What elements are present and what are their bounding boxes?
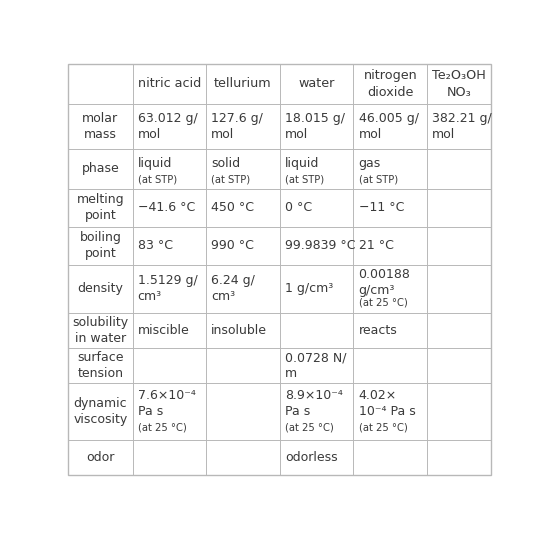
Text: reacts: reacts [359,324,397,337]
Text: tellurium: tellurium [214,77,272,90]
Text: 382.21 g/
mol: 382.21 g/ mol [431,112,491,141]
Text: surface
tension: surface tension [77,351,123,380]
Text: 21 °C: 21 °C [359,239,394,252]
Text: gas: gas [359,156,381,170]
Text: nitric acid: nitric acid [138,77,201,90]
Text: (at STP): (at STP) [211,175,251,185]
Text: insoluble: insoluble [211,324,268,337]
Text: liquid: liquid [138,156,172,170]
Text: 127.6 g/
mol: 127.6 g/ mol [211,112,263,141]
Text: 0 °C: 0 °C [285,201,312,214]
Text: 1.5129 g/
cm³: 1.5129 g/ cm³ [138,274,198,303]
Text: melting
point: melting point [76,193,124,222]
Text: 1 g/cm³: 1 g/cm³ [285,282,333,295]
Text: (at STP): (at STP) [138,175,177,185]
Text: phase: phase [81,162,119,175]
Text: density: density [78,282,123,295]
Text: (at STP): (at STP) [359,175,397,185]
Text: 0.00188
g/cm³: 0.00188 g/cm³ [359,268,411,296]
Text: −11 °C: −11 °C [359,201,404,214]
Text: 7.6×10⁻⁴
Pa s: 7.6×10⁻⁴ Pa s [138,389,195,418]
Text: 8.9×10⁻⁴
Pa s: 8.9×10⁻⁴ Pa s [285,389,343,418]
Text: (at 25 °C): (at 25 °C) [138,423,187,433]
Text: liquid: liquid [285,156,319,170]
Text: solubility
in water: solubility in water [72,316,128,345]
Text: 63.012 g/
mol: 63.012 g/ mol [138,112,198,141]
Text: 6.24 g/
cm³: 6.24 g/ cm³ [211,274,255,303]
Text: miscible: miscible [138,324,189,337]
Text: odor: odor [86,451,115,464]
Text: 99.9839 °C: 99.9839 °C [285,239,355,252]
Text: nitrogen
dioxide: nitrogen dioxide [364,69,417,99]
Text: 0.0728 N/
m: 0.0728 N/ m [285,351,347,380]
Text: odorless: odorless [285,451,337,464]
Text: (at 25 °C): (at 25 °C) [359,423,407,433]
Text: boiling
point: boiling point [80,231,121,260]
Text: 83 °C: 83 °C [138,239,173,252]
Text: water: water [299,77,335,90]
Text: 46.005 g/
mol: 46.005 g/ mol [359,112,419,141]
Text: 450 °C: 450 °C [211,201,254,214]
Text: dynamic
viscosity: dynamic viscosity [73,397,128,426]
Text: 18.015 g/
mol: 18.015 g/ mol [285,112,345,141]
Text: (at STP): (at STP) [285,175,324,185]
Text: (at 25 °C): (at 25 °C) [359,297,407,308]
Text: 990 °C: 990 °C [211,239,254,252]
Text: −41.6 °C: −41.6 °C [138,201,195,214]
Text: molar
mass: molar mass [82,112,118,141]
Text: (at 25 °C): (at 25 °C) [285,423,334,433]
Text: solid: solid [211,156,240,170]
Text: 4.02×
10⁻⁴ Pa s: 4.02× 10⁻⁴ Pa s [359,389,416,418]
Text: Te₂O₃OH
NO₃: Te₂O₃OH NO₃ [432,69,486,99]
